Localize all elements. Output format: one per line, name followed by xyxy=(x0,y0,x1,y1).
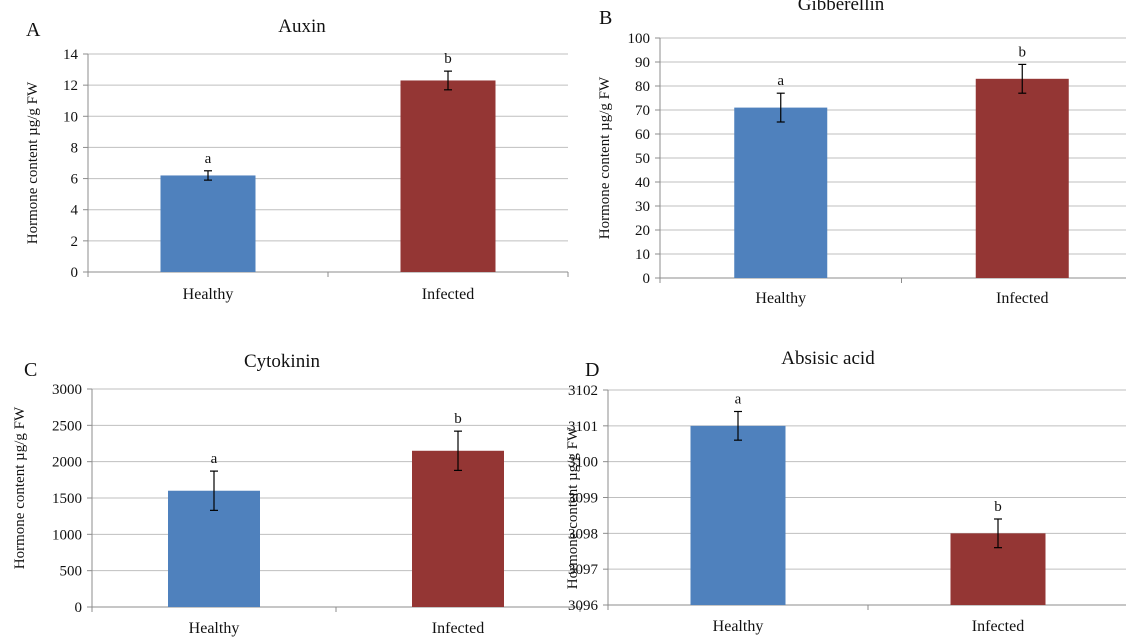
y-axis-label: Hormone content µg/g FW xyxy=(25,81,41,244)
significance-letter: a xyxy=(211,451,218,467)
x-category-label: Healthy xyxy=(189,620,240,637)
y-tick-label: 1500 xyxy=(52,491,82,507)
significance-letter: a xyxy=(777,73,784,89)
y-tick-label: 3099 xyxy=(568,491,598,507)
y-tick-label: 2000 xyxy=(52,455,82,471)
y-axis-label: Hormone content µg/g FW xyxy=(597,76,613,239)
y-tick-label: 100 xyxy=(628,31,651,47)
y-tick-label: 3096 xyxy=(568,598,599,614)
chart-title: Cytokinin xyxy=(244,351,321,372)
bar-infected xyxy=(400,80,496,272)
y-tick-label: 90 xyxy=(635,55,650,71)
x-category-label: Infected xyxy=(432,620,484,637)
y-tick-label: 3101 xyxy=(568,419,598,435)
y-tick-label: 14 xyxy=(63,47,79,63)
significance-letter: b xyxy=(994,499,1002,515)
y-tick-label: 3100 xyxy=(568,455,598,471)
y-tick-label: 10 xyxy=(635,247,650,263)
y-tick-label: 3102 xyxy=(568,383,598,399)
chart-svg: 0 10 20 30 40 50 60 70 80 90 100 a Healthy b Infected G… xyxy=(597,0,1126,307)
y-tick-label: 0 xyxy=(75,600,83,616)
y-tick-label: 60 xyxy=(635,127,650,143)
significance-letter: b xyxy=(1019,44,1027,60)
panel-letter: B xyxy=(599,7,612,29)
y-tick-label: 1000 xyxy=(52,527,82,543)
chart-svg: 3096 3097 3098 3099 3100 3101 3102 a Healthy b Inf… xyxy=(565,348,1126,635)
y-tick-label: 12 xyxy=(63,78,78,94)
y-tick-label: 0 xyxy=(71,265,79,281)
bar-healthy xyxy=(160,175,256,272)
significance-letter: b xyxy=(444,51,452,67)
bar-infected xyxy=(975,78,1069,278)
y-tick-label: 20 xyxy=(635,223,650,239)
y-tick-label: 6 xyxy=(71,172,79,188)
x-category-label: Infected xyxy=(972,618,1024,635)
x-category-label: Healthy xyxy=(755,290,806,307)
significance-letter: a xyxy=(735,392,742,408)
panel-letter: D xyxy=(585,359,599,381)
bar-infected xyxy=(412,450,504,607)
chart-title: Absisic acid xyxy=(781,348,875,369)
significance-letter: b xyxy=(454,411,462,427)
bar-healthy xyxy=(690,425,786,605)
panel-d: 3096 3097 3098 3099 3100 3101 3102 a Healthy b Inf… xyxy=(563,318,1126,637)
x-category-label: Healthy xyxy=(713,618,764,635)
y-tick-label: 10 xyxy=(63,109,78,125)
panel-b: 0 10 20 30 40 50 60 70 80 90 100 a Healthy b Infected G… xyxy=(563,0,1126,318)
chart-title: Auxin xyxy=(278,16,326,37)
y-tick-label: 8 xyxy=(71,140,79,156)
panel-letter: C xyxy=(24,359,37,381)
chart-svg: 0 2 4 6 8 10 12 14 a Healthy b Infected Auxin A Hormon… xyxy=(25,16,569,303)
y-axis-label: Hormone content µg/g FW xyxy=(12,406,28,569)
y-tick-label: 4 xyxy=(71,203,79,219)
y-tick-label: 3000 xyxy=(52,382,82,398)
panel-c: 0 500 1000 1500 2000 2500 3000 a Healthy b Infecte… xyxy=(0,318,581,637)
x-category-label: Infected xyxy=(422,286,474,303)
y-tick-label: 0 xyxy=(643,271,651,287)
panel-letter: A xyxy=(26,19,41,41)
significance-letter: a xyxy=(205,151,212,167)
y-axis-label: Hormone content µg/g FW xyxy=(565,426,581,589)
bar-healthy xyxy=(734,107,828,278)
y-tick-label: 30 xyxy=(635,199,650,215)
x-category-label: Healthy xyxy=(183,286,234,303)
y-tick-label: 2500 xyxy=(52,418,82,434)
panel-a: 0 2 4 6 8 10 12 14 a Healthy b Infected Auxin A Hormon… xyxy=(0,0,569,310)
x-category-label: Infected xyxy=(996,290,1048,307)
y-tick-label: 50 xyxy=(635,151,650,167)
y-tick-label: 40 xyxy=(635,175,650,191)
y-tick-label: 500 xyxy=(60,564,83,580)
chart-title: Gibberellin xyxy=(798,0,885,15)
y-tick-label: 80 xyxy=(635,79,650,95)
chart-svg: 0 500 1000 1500 2000 2500 3000 a Healthy b Infecte… xyxy=(12,351,581,637)
y-tick-label: 3097 xyxy=(568,562,599,578)
y-tick-label: 2 xyxy=(71,234,79,250)
y-tick-label: 3098 xyxy=(568,526,598,542)
y-tick-label: 70 xyxy=(635,103,650,119)
